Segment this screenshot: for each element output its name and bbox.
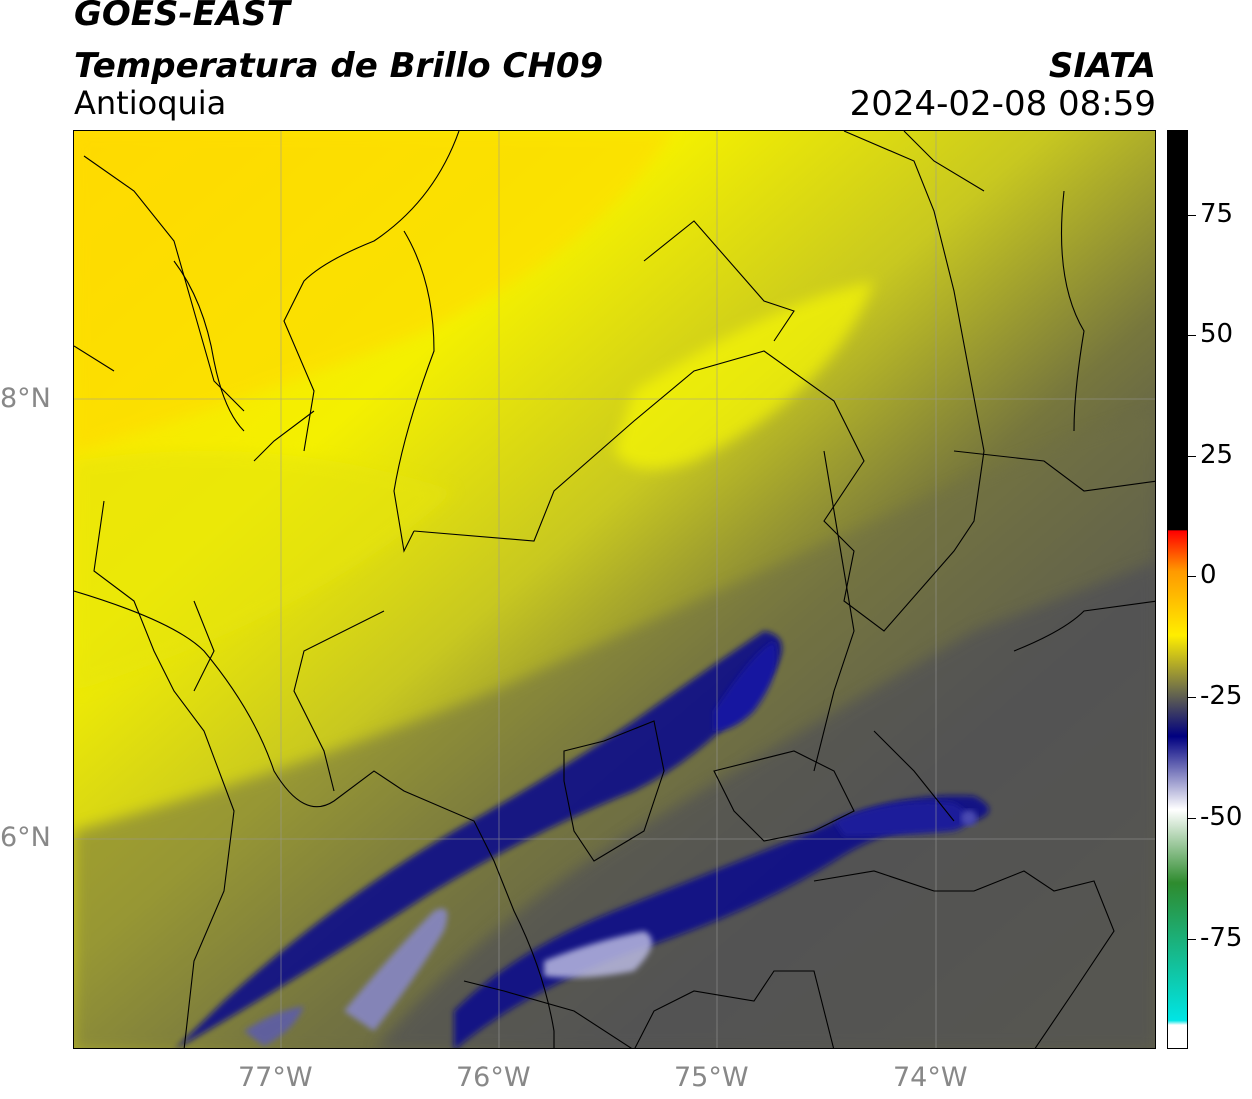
administrative-borders xyxy=(74,131,1155,1048)
brightness-temperature-map xyxy=(73,130,1156,1049)
product-title: Temperatura de Brillo CH09 xyxy=(74,46,604,86)
map-canvas xyxy=(74,131,1155,1048)
cb-tick-25 xyxy=(1188,456,1196,457)
graticule xyxy=(74,131,1155,1048)
cold-cloud-tops xyxy=(176,631,989,1048)
satellite-title: GOES-EAST xyxy=(74,0,290,34)
temperature-colorbar xyxy=(1167,130,1188,1049)
cb-label-m25: -25 xyxy=(1200,681,1243,711)
cb-tick-75 xyxy=(1188,215,1196,216)
cb-label-75: 75 xyxy=(1200,199,1234,229)
cb-tick-m75 xyxy=(1188,939,1196,940)
cb-label-25: 25 xyxy=(1200,440,1234,470)
cb-tick-50 xyxy=(1188,335,1196,336)
datetime-label: 2024-02-08 08:59 xyxy=(849,84,1156,124)
cb-label-m75: -75 xyxy=(1200,923,1243,953)
region-label: Antioquia xyxy=(74,84,227,122)
lon-label-75w: 75°W xyxy=(674,1062,749,1093)
cb-label-m50: -50 xyxy=(1200,802,1243,832)
source-label: SIATA xyxy=(1048,46,1156,86)
cb-tick-0 xyxy=(1188,576,1196,577)
cb-tick-m50 xyxy=(1188,818,1196,819)
cb-tick-m25 xyxy=(1188,697,1196,698)
cb-label-50: 50 xyxy=(1200,319,1234,349)
lat-label-6n: 6°N xyxy=(0,822,51,853)
lon-label-77w: 77°W xyxy=(238,1062,313,1093)
cb-label-0: 0 xyxy=(1200,560,1217,590)
lat-label-8n: 8°N xyxy=(0,383,51,414)
lon-label-76w: 76°W xyxy=(456,1062,531,1093)
lon-label-74w: 74°W xyxy=(893,1062,968,1093)
